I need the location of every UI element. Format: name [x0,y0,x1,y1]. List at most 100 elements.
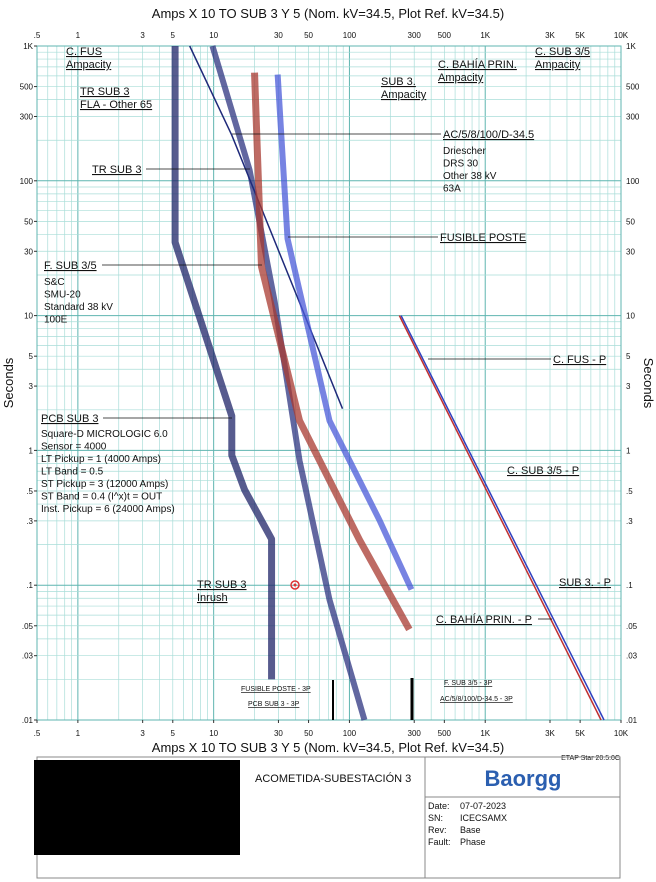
annotation: Inrush [197,592,228,604]
y-tick-label: .3 [26,517,33,526]
y-axis-label: Seconds [1,357,16,408]
annotation: PCB SUB 3 - 3P [248,701,300,708]
y-tick-label: 1 [29,446,34,455]
field-label: Date: [428,801,450,811]
curve [274,74,415,591]
annotation: SUB 3. [381,76,416,88]
legend-label: FUSIBLE POSTE [440,232,526,244]
x-tick-label: 3K [545,31,555,40]
y-tick-label-right: 30 [626,247,635,256]
annotation: 63A [443,184,461,195]
annotation: FUSIBLE POSTE - 3P [241,686,311,693]
x-tick-label: 5 [171,31,176,40]
x-tick-label-bottom: 5 [171,729,176,738]
x-tick-label: 500 [438,31,452,40]
y-tick-label-right: 300 [626,112,640,121]
annotation: Ampacity [438,72,484,84]
x-tick-label-bottom: 3K [545,729,555,738]
y-tick-label-right: .01 [626,716,638,725]
field-value: ICECSAMX [460,813,507,823]
y-tick-label-right: 3 [626,382,631,391]
y-tick-label: .01 [22,716,34,725]
y-axis-label-right: Seconds [641,358,656,409]
project-name: ACOMETIDA-SUBESTACIÓN 3 [255,772,411,785]
annotation: LT Pickup = 1 (4000 Amps) [41,454,161,465]
y-tick-label: 30 [24,247,33,256]
redacted-block [34,760,240,855]
y-tick-label: .5 [26,487,33,496]
logo: Baorgg [485,766,562,791]
curve [251,72,413,632]
annotation: TR SUB 3 [197,579,247,591]
x-tick-label: 5K [575,31,585,40]
field-value: 07-07-2023 [460,801,506,811]
annotation: C. SUB 3/5 [535,46,590,58]
x-tick-label-bottom: 3 [140,729,145,738]
x-tick-label: 1 [76,31,81,40]
legend-label: TR SUB 3 [92,164,142,176]
field-value: Phase [460,837,486,847]
x-tick-label-bottom: 100 [343,729,357,738]
curve [171,46,276,680]
curve [398,315,602,721]
annotation: SMU-20 [44,290,81,301]
x-tick-label: .5 [34,31,41,40]
y-tick-label-right: 500 [626,83,640,92]
legend-label: F. SUB 3/5 [44,260,97,272]
inrush-point-center [293,583,297,587]
x-tick-label-bottom: 300 [408,729,422,738]
annotation: Inst. Pickup = 6 (24000 Amps) [41,504,175,515]
x-tick-label: 100 [343,31,357,40]
annotation: Sensor = 4000 [41,442,107,453]
y-tick-label-right: .1 [626,581,633,590]
y-tick-label: .05 [22,622,34,631]
annotation: Ampacity [66,59,112,71]
y-tick-label: 10 [24,312,33,321]
legend-label: PCB SUB 3 [41,413,98,425]
annotation: SUB 3. - P [559,577,611,589]
x-tick-label: 10 [209,31,218,40]
x-tick-label-bottom: 1 [76,729,81,738]
x-tick-label-bottom: .5 [34,729,41,738]
y-tick-label-right: 10 [626,312,635,321]
x-tick-label-bottom: 1K [480,729,490,738]
x-tick-label: 1K [480,31,490,40]
field-label: Fault: [428,837,451,847]
x-tick-label-bottom: 10 [209,729,218,738]
y-tick-label: 1K [23,42,33,51]
x-tick-label: 3 [140,31,145,40]
y-tick-label-right: 1 [626,446,631,455]
annotation: F. SUB 3/5 - 3P [444,680,493,687]
y-tick-label-right: 5 [626,352,631,361]
y-tick-label-right: 100 [626,177,640,186]
y-tick-label-right: .3 [626,517,633,526]
field-label: SN: [428,813,443,823]
annotation: S&C [44,277,65,288]
y-tick-label-right: .5 [626,487,633,496]
x-tick-label: 300 [408,31,422,40]
y-tick-label: 500 [20,83,34,92]
annotation: Ampacity [381,89,427,101]
inrush-point [290,580,300,590]
y-tick-label: 50 [24,217,33,226]
x-tick-label-bottom: 500 [438,729,452,738]
legend-label: AC/5/8/100/D-34.5 [443,129,534,141]
chart-title-bottom: Amps X 10 TO SUB 3 Y 5 (Nom. kV=34.5, Pl… [152,740,504,755]
x-tick-label-bottom: 10K [614,729,629,738]
chart-title: Amps X 10 TO SUB 3 Y 5 (Nom. kV=34.5, Pl… [152,6,504,21]
y-tick-label: .03 [22,652,34,661]
annotation: ST Pickup = 3 (12000 Amps) [41,479,168,490]
annotation: TR SUB 3 [80,86,130,98]
annotation: DRS 30 [443,159,478,170]
x-tick-label-bottom: 50 [304,729,313,738]
annotation: Other 38 kV [443,171,497,182]
software-label: ETAP Star 20.5.0C [561,755,620,762]
annotation: 100E [44,315,68,326]
annotation: Ampacity [535,59,581,71]
annotation: C. SUB 3/5 - P [507,465,579,477]
y-tick-label: 5 [29,352,34,361]
annotation: C. BAHÍA PRIN. [438,58,517,71]
annotation: Standard 38 kV [44,302,113,313]
legend-label: C. FUS - P [553,354,606,366]
annotation: Square-D MICROLOGIC 6.0 [41,429,168,440]
